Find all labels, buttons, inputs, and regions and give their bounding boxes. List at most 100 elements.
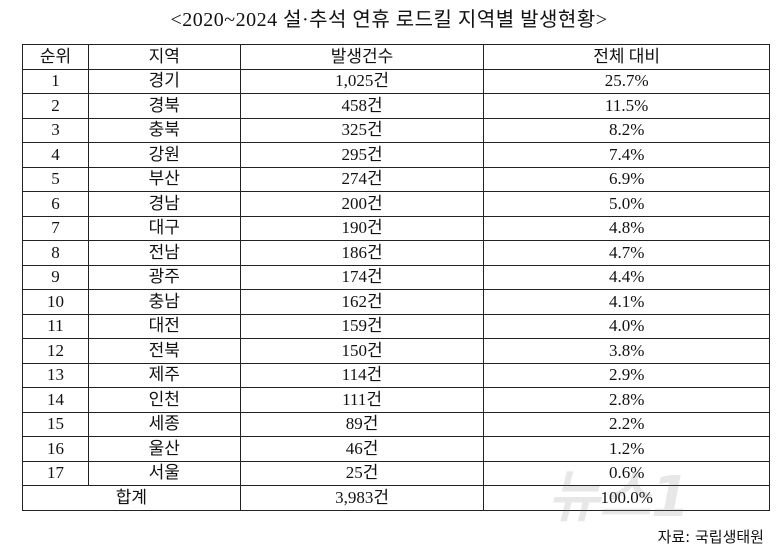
cell: 8 — [22, 240, 89, 266]
cell: 1,025건 — [239, 68, 485, 94]
cell: 충남 — [87, 289, 241, 315]
total-cell: 3,983건 — [239, 485, 485, 511]
cell: 46건 — [239, 436, 485, 462]
header-cell: 전체 대비 — [483, 44, 770, 70]
cell: 충북 — [87, 117, 241, 143]
cell: 4.4% — [483, 264, 770, 290]
row: 11 대전 159건 4.0% — [22, 313, 770, 339]
cell: 274건 — [239, 166, 485, 192]
row: 10 충남 162건 4.1% — [22, 289, 770, 315]
table-body: 순위 지역 발생건수 전체 대비 1 경기 1,025건 25.7% 2 경북 458건 11.5% 3… — [22, 44, 770, 511]
cell: 159건 — [239, 313, 485, 339]
cell: 5.0% — [483, 191, 770, 217]
cell: 325건 — [239, 117, 485, 143]
total-cell: 100.0% — [483, 485, 770, 511]
row: 17 서울 25건 0.6% — [22, 460, 770, 486]
cell: 8.2% — [483, 117, 770, 143]
cell: 4 — [22, 142, 89, 168]
cell: 6 — [22, 191, 89, 217]
cell: 12 — [22, 338, 89, 364]
cell: 10 — [22, 289, 89, 315]
cell: 458건 — [239, 93, 485, 119]
row: 1 경기 1,025건 25.7% — [22, 68, 770, 94]
cell: 1.2% — [483, 436, 770, 462]
cell: 295건 — [239, 142, 485, 168]
cell: 울산 — [87, 436, 241, 462]
cell: 174건 — [239, 264, 485, 290]
cell: 6.9% — [483, 166, 770, 192]
row: 5 부산 274건 6.9% — [22, 166, 770, 192]
cell: 1 — [22, 68, 89, 94]
cell: 9 — [22, 264, 89, 290]
row: 7 대구 190건 4.8% — [22, 215, 770, 241]
table: 순위 지역 발생건수 전체 대비 1 경기 1,025건 25.7% 2 경북 458건 11.5% 3… — [22, 44, 770, 511]
cell: 190건 — [239, 215, 485, 241]
cell: 3 — [22, 117, 89, 143]
cell: 114건 — [239, 362, 485, 388]
cell: 200건 — [239, 191, 485, 217]
cell: 경기 — [87, 68, 241, 94]
cell: 11.5% — [483, 93, 770, 119]
cell: 대전 — [87, 313, 241, 339]
title: <2020~2024 설·추석 연휴 로드킬 지역별 발생현황> — [170, 9, 608, 31]
header-cell: 발생건수 — [239, 44, 485, 70]
cell: 제주 — [87, 362, 241, 388]
cell: 강원 — [87, 142, 241, 168]
cell: 186건 — [239, 240, 485, 266]
header-cell: 지역 — [87, 44, 241, 70]
cell: 2.8% — [483, 387, 770, 413]
row: 6 경남 200건 5.0% — [22, 191, 770, 217]
cell: 162건 — [239, 289, 485, 315]
source: 자료: 국립생태원 — [657, 528, 764, 546]
cell: 4.0% — [483, 313, 770, 339]
row: 8 전남 186건 4.7% — [22, 240, 770, 266]
cell: 2 — [22, 93, 89, 119]
cell: 서울 — [87, 460, 241, 486]
row: 13 제주 114건 2.9% — [22, 362, 770, 388]
cell: 4.7% — [483, 240, 770, 266]
total-cell: 합계 — [22, 485, 241, 511]
cell: 25.7% — [483, 68, 770, 94]
cell: 전북 — [87, 338, 241, 364]
cell: 전남 — [87, 240, 241, 266]
row: 4 강원 295건 7.4% — [22, 142, 770, 168]
row: 2 경북 458건 11.5% — [22, 93, 770, 119]
cell: 3.8% — [483, 338, 770, 364]
cell: 11 — [22, 313, 89, 339]
cell: 13 — [22, 362, 89, 388]
cell: 150건 — [239, 338, 485, 364]
cell: 5 — [22, 166, 89, 192]
cell: 14 — [22, 387, 89, 413]
cell: 광주 — [87, 264, 241, 290]
cell: 대구 — [87, 215, 241, 241]
row: 9 광주 174건 4.4% — [22, 264, 770, 290]
cell: 25건 — [239, 460, 485, 486]
cell: 7 — [22, 215, 89, 241]
cell: 111건 — [239, 387, 485, 413]
cell: 4.8% — [483, 215, 770, 241]
header-cell: 순위 — [22, 44, 89, 70]
cell: 7.4% — [483, 142, 770, 168]
cell: 17 — [22, 460, 89, 486]
cell: 2.2% — [483, 411, 770, 437]
row: 14 인천 111건 2.8% — [22, 387, 770, 413]
row: 16 울산 46건 1.2% — [22, 436, 770, 462]
cell: 15 — [22, 411, 89, 437]
row: 3 충북 325건 8.2% — [22, 117, 770, 143]
cell: 경남 — [87, 191, 241, 217]
watermark: 뉴스1 — [548, 465, 691, 530]
cell: 세종 — [87, 411, 241, 437]
cell: 부산 — [87, 166, 241, 192]
cell: 16 — [22, 436, 89, 462]
cell: 89건 — [239, 411, 485, 437]
cell: 0.6% — [483, 460, 770, 486]
row: 15 세종 89건 2.2% — [22, 411, 770, 437]
cell: 인천 — [87, 387, 241, 413]
total-row: 합계 3,983건 100.0% — [22, 485, 770, 511]
cell: 4.1% — [483, 289, 770, 315]
cell: 경북 — [87, 93, 241, 119]
header-row: 순위 지역 발생건수 전체 대비 — [22, 44, 770, 70]
row: 12 전북 150건 3.8% — [22, 338, 770, 364]
cell: 2.9% — [483, 362, 770, 388]
